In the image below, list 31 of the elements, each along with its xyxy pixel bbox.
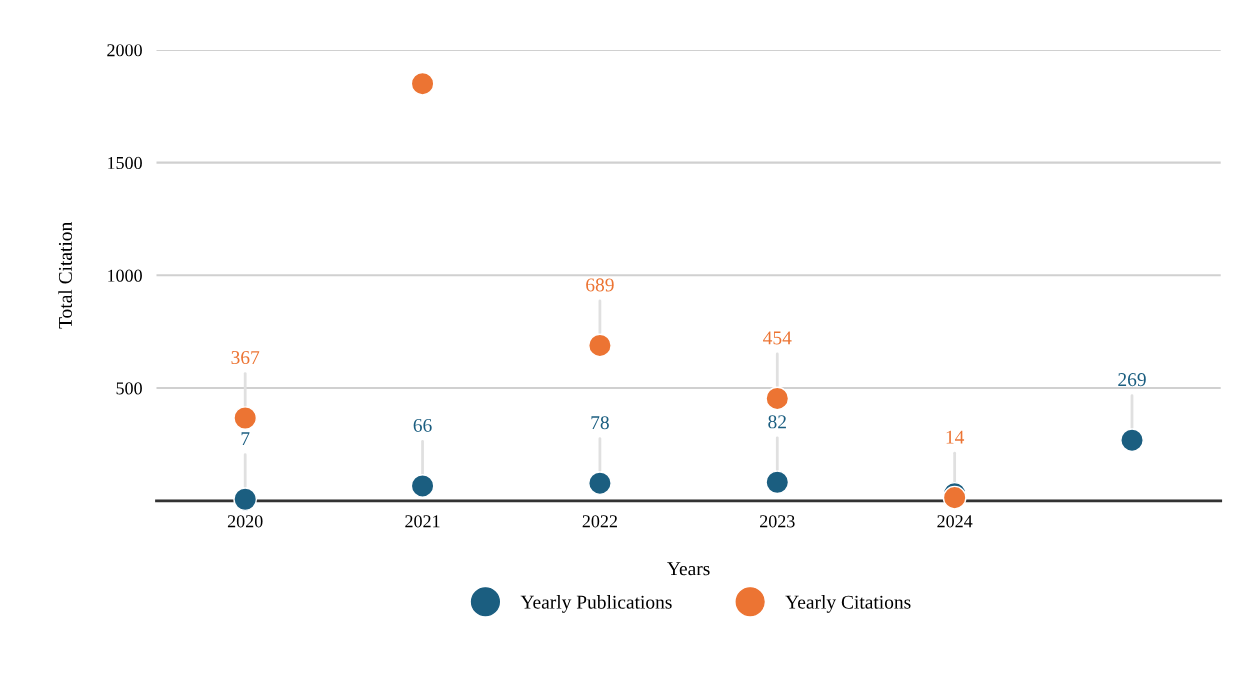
data-label: 367 [231,351,260,365]
x-tick-label: 2021 [405,515,440,528]
data-label: 689 [586,278,614,292]
point [588,471,612,496]
point [233,406,258,430]
point [410,71,435,96]
point [410,474,435,498]
x-axis-title: Years [667,562,710,576]
y-tick-label: 1500 [108,156,142,170]
data-label: 7 [241,432,250,446]
point [233,487,258,512]
data-label: 454 [763,331,792,345]
legend-label: Yearly Citations [785,595,911,613]
x-tick-label: 2023 [760,515,795,528]
data-label: 269 [1118,373,1146,387]
x-tick-label: 2022 [582,515,617,528]
y-tick-label: 500 [116,382,142,395]
data-label: 14 [946,430,965,444]
point [765,386,790,411]
data-label: 66 [413,418,432,432]
point [588,333,612,358]
x-tick-label: 2020 [227,515,263,528]
point [1120,428,1144,453]
y-tick-label: 2000 [107,44,142,57]
y-axis-title: Total Citation [58,222,72,329]
data-label: 78 [591,416,609,430]
data-label: 82 [768,415,786,429]
y-tick-label: 1000 [108,269,142,282]
x-tick-label: 2024 [937,515,973,528]
legend-label: Yearly Publications [520,595,672,613]
point [765,470,790,495]
